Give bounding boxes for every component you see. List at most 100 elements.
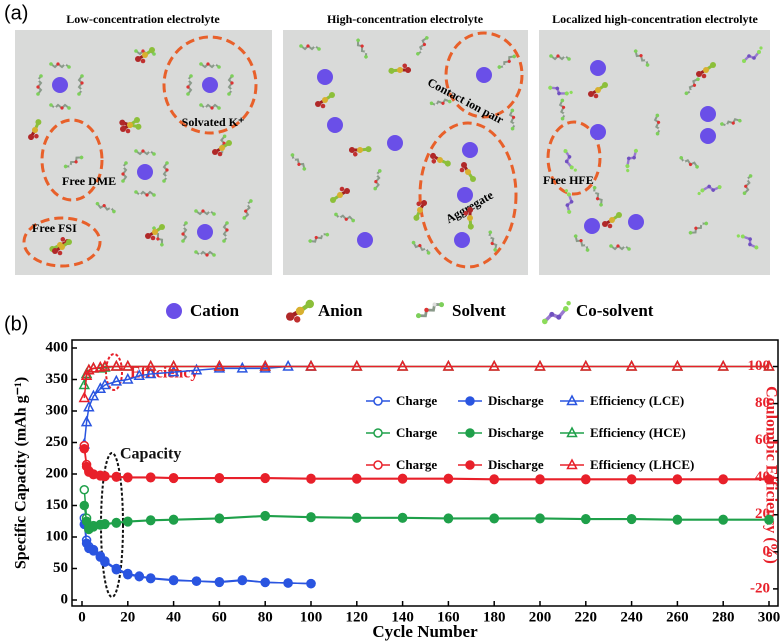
marker [83,400,95,412]
marker [111,565,122,575]
marker [110,374,123,386]
marker [373,460,383,470]
marker [191,576,202,586]
marker [79,500,90,511]
y2-tick-label: 60 [755,432,770,448]
marker [88,546,99,556]
cation [584,218,600,234]
x-tick-label: 180 [483,609,506,625]
marker [145,515,156,526]
marker [352,474,362,484]
x-tick-label: 200 [529,609,552,625]
marker [78,391,91,403]
marker [763,359,775,371]
annotation: Free HFE [543,173,594,187]
marker [306,474,316,484]
marker [373,396,383,406]
y-tick-label: 150 [46,497,69,513]
marker [488,359,500,371]
marker [672,515,683,525]
marker [123,473,133,483]
marker [190,363,203,375]
x-tick-label: 60 [212,609,227,625]
series-line [83,489,769,529]
marker [566,426,578,438]
x-tick-label: 220 [575,609,598,625]
x-tick-label: 140 [391,609,414,625]
legend-label: Anion [318,301,363,320]
marker [167,365,180,377]
x-tick-label: 160 [437,609,460,625]
legend-label: Co-solvent [576,301,654,320]
annotation: Free FSI [32,221,77,235]
cation [700,128,716,144]
cation [457,187,473,203]
y-tick-label: 250 [46,434,69,450]
x-tick-label: 120 [346,609,369,625]
y2-tick-label: 0 [763,543,771,559]
marker [581,514,591,525]
x-tick-label: 280 [712,609,735,625]
marker [566,394,578,406]
marker [213,359,226,371]
marker [122,359,134,371]
marker [717,359,729,371]
panel-title: High-concentration electrolyte [327,12,484,26]
marker [87,389,100,401]
marker [87,361,100,373]
panel-a: (a) Low-concentration electrolyte High-c… [4,2,770,326]
legend-row: Cation Anion Solvent Co-solvent [166,296,654,326]
cation [628,214,644,230]
marker [111,472,122,482]
legend-label: Charge [396,457,437,472]
marker [306,512,316,523]
cation [197,224,213,240]
marker [122,372,134,384]
marker [81,516,92,526]
marker [718,515,728,525]
legend-label: Charge [396,425,437,440]
cation [454,232,470,248]
marker [397,474,408,484]
cation [590,60,606,76]
marker [718,474,728,485]
x-tick-label: 260 [666,609,689,625]
marker [443,513,454,524]
marker [282,359,294,371]
marker [259,361,271,373]
marker [306,578,316,589]
marker [100,471,110,482]
legend-label: Solvent [452,301,506,320]
marker [213,361,226,373]
marker [214,513,225,524]
marker [80,415,93,427]
marker [260,473,270,484]
x-tick-label: 40 [166,609,181,625]
cation [462,142,478,158]
marker [133,369,145,381]
marker [168,515,179,525]
y-tick-label: 100 [46,528,69,544]
marker [214,473,225,484]
panel-title: Low-concentration electrolyte [66,12,220,26]
cation [327,117,343,133]
y2-tick-label: -20 [750,580,770,596]
x-tick-label: 20 [120,609,135,625]
marker [396,359,409,371]
legend-label: Efficiency (LHCE) [590,457,694,472]
marker [373,428,383,438]
marker [237,575,248,586]
panel-title: Localized high-concentration electrolyte [552,12,758,26]
cation [202,77,218,93]
marker [144,367,157,379]
marker [123,517,133,527]
dashed-ellipses [22,31,602,269]
cation [590,124,606,140]
cation [317,69,333,85]
marker [214,577,225,588]
cation [137,164,153,180]
annotation-ring [100,452,124,598]
annotation: Capacity [120,446,181,463]
annotation: Solvated K⁺ [182,115,245,129]
